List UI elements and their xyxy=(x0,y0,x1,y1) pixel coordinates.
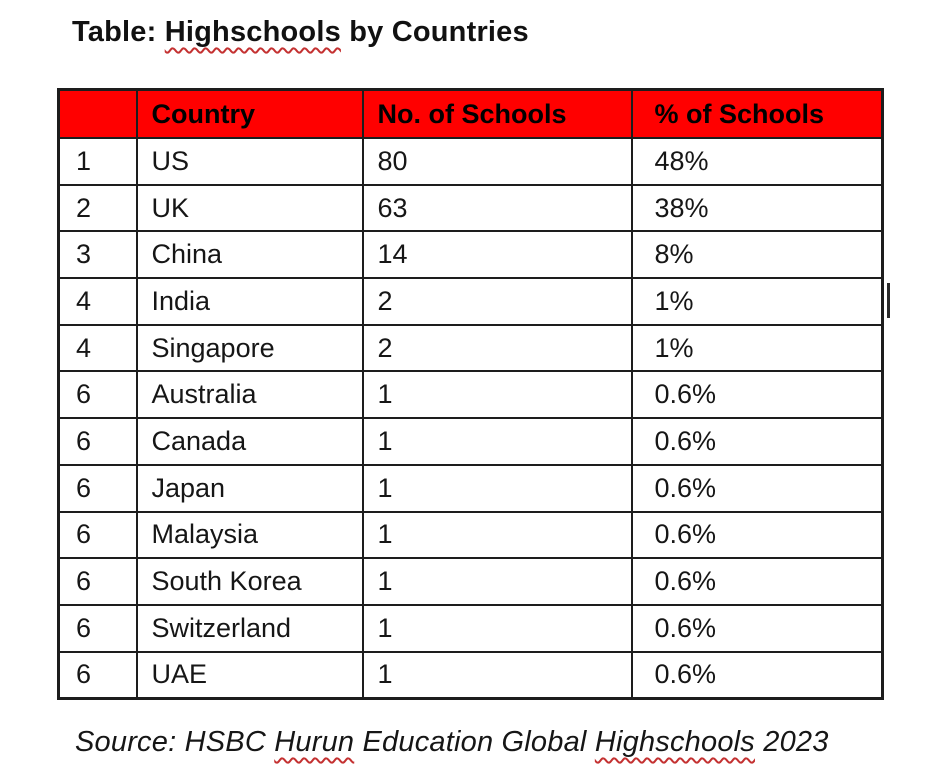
cell-rank[interactable]: 6 xyxy=(57,370,138,420)
cell-schools[interactable]: 63 xyxy=(361,183,633,233)
cell-schools[interactable]: 1 xyxy=(361,557,633,606)
table-row: 2 UK 63 38% xyxy=(57,183,884,233)
cell-pct[interactable]: 0.6% xyxy=(630,650,884,700)
cell-rank[interactable]: 2 xyxy=(57,183,138,233)
page-title-flagged-word: Highschools xyxy=(164,16,341,48)
page-title-suffix: by Countries xyxy=(340,16,529,48)
cell-country[interactable]: Switzerland xyxy=(135,603,364,653)
cell-schools[interactable]: 1 xyxy=(361,603,633,653)
cell-country[interactable]: Japan xyxy=(135,463,364,513)
header-cell-pct[interactable]: % of Schools xyxy=(630,88,884,139)
cell-schools[interactable]: 14 xyxy=(361,230,633,280)
cell-country[interactable]: UK xyxy=(135,183,364,233)
cell-country[interactable]: China xyxy=(135,230,364,280)
cell-rank[interactable]: 6 xyxy=(57,650,138,700)
cell-country[interactable]: UAE xyxy=(135,650,364,700)
cell-pct[interactable]: 0.6% xyxy=(630,417,884,466)
cell-country[interactable]: India xyxy=(135,277,364,326)
highschools-table: Country No. of Schools % of Schools 1 US 8… xyxy=(57,88,884,701)
cell-rank[interactable]: 6 xyxy=(57,463,138,513)
cell-rank[interactable]: 4 xyxy=(57,323,138,373)
table-row: 6 Switzerland 1 0.6% xyxy=(57,603,884,653)
text-caret xyxy=(887,283,890,318)
cell-schools[interactable]: 1 xyxy=(361,370,633,420)
cell-schools[interactable]: 1 xyxy=(361,417,633,466)
cell-schools[interactable]: 2 xyxy=(361,323,633,373)
table-row: 6 Malaysia 1 0.6% xyxy=(57,510,884,560)
cell-country[interactable]: US xyxy=(135,137,364,186)
table-row: 6 Japan 1 0.6% xyxy=(57,463,884,513)
cell-schools[interactable]: 1 xyxy=(361,510,633,560)
cell-pct[interactable]: 0.6% xyxy=(630,370,884,420)
source-segment: 2023 xyxy=(755,726,829,758)
source-line[interactable]: Source: HSBC Hurun Education Global High… xyxy=(75,726,829,759)
cell-schools[interactable]: 80 xyxy=(361,137,633,186)
table-row: 6 Canada 1 0.6% xyxy=(57,417,884,466)
cell-rank[interactable]: 6 xyxy=(57,417,138,466)
cell-pct[interactable]: 0.6% xyxy=(630,510,884,560)
page-title-prefix: Table: xyxy=(72,16,165,48)
cell-rank[interactable]: 6 xyxy=(57,557,138,606)
cell-pct[interactable]: 1% xyxy=(630,323,884,373)
cell-rank[interactable]: 6 xyxy=(57,510,138,560)
cell-country[interactable]: Singapore xyxy=(135,323,364,373)
table-row: 3 China 14 8% xyxy=(57,230,884,280)
cell-pct[interactable]: 38% xyxy=(630,183,884,233)
table-header-row: Country No. of Schools % of Schools xyxy=(57,88,884,139)
cell-schools[interactable]: 2 xyxy=(361,277,633,326)
cell-pct[interactable]: 0.6% xyxy=(630,557,884,606)
cell-pct[interactable]: 48% xyxy=(630,137,884,186)
cell-pct[interactable]: 1% xyxy=(630,277,884,326)
source-segment-flagged: Highschools xyxy=(594,726,755,758)
table-row: 4 India 2 1% xyxy=(57,277,884,326)
header-cell-country[interactable]: Country xyxy=(135,88,364,139)
cell-country[interactable]: Malaysia xyxy=(135,510,364,560)
cell-pct[interactable]: 0.6% xyxy=(630,603,884,653)
source-segment-flagged: Hurun xyxy=(274,726,355,758)
page-title[interactable]: Table: Highschools by Countries xyxy=(72,16,529,49)
header-cell-rank[interactable] xyxy=(57,88,138,139)
cell-schools[interactable]: 1 xyxy=(361,650,633,700)
cell-rank[interactable]: 6 xyxy=(57,603,138,653)
table-row: 6 Australia 1 0.6% xyxy=(57,370,884,420)
cell-country[interactable]: Canada xyxy=(135,417,364,466)
cell-rank[interactable]: 1 xyxy=(57,137,138,186)
table-row: 6 UAE 1 0.6% xyxy=(57,650,884,700)
table-row: 6 South Korea 1 0.6% xyxy=(57,557,884,606)
cell-country[interactable]: Australia xyxy=(135,370,364,420)
header-cell-schools[interactable]: No. of Schools xyxy=(361,88,633,139)
cell-schools[interactable]: 1 xyxy=(361,463,633,513)
table-body: 1 US 80 48% 2 UK 63 38% 3 China 14 8% 4 India 2 1% 4 Sing… xyxy=(57,137,884,700)
cell-pct[interactable]: 0.6% xyxy=(630,463,884,513)
table-row: 1 US 80 48% xyxy=(57,137,884,186)
cell-country[interactable]: South Korea xyxy=(135,557,364,606)
cell-rank[interactable]: 4 xyxy=(57,277,138,326)
cell-rank[interactable]: 3 xyxy=(57,230,138,280)
cell-pct[interactable]: 8% xyxy=(630,230,884,280)
source-segment: Education Global xyxy=(354,726,595,758)
table-row: 4 Singapore 2 1% xyxy=(57,323,884,373)
source-segment: Source: HSBC xyxy=(75,726,275,758)
